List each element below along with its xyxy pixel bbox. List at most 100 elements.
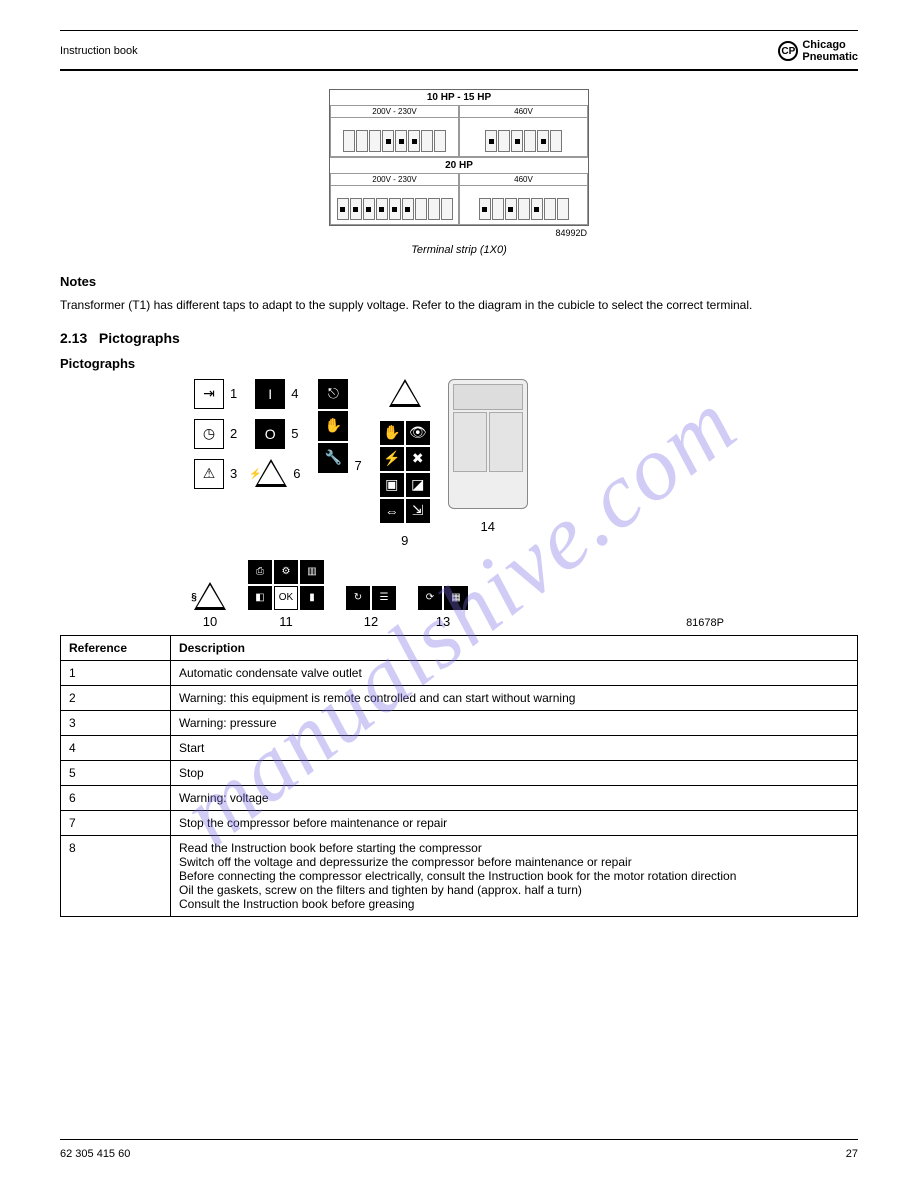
terminal-block	[531, 198, 543, 220]
heat-warning-icon: §	[194, 582, 226, 610]
g13-icon: ▦	[444, 586, 468, 610]
section-number: 2.13	[60, 330, 87, 346]
picto-7: ⎋ ✋ 🔧 7	[318, 379, 361, 473]
terminal-block	[505, 198, 517, 220]
cell-reference: 3	[61, 710, 171, 735]
grp9-icon: ⇔	[380, 499, 404, 523]
terminal-block	[524, 130, 536, 152]
picto-9-group: ✋ 👁 ⚡ ✖ ▣ ◪ ⇔ ⇲	[380, 421, 430, 523]
picto-label-12: 12	[364, 614, 378, 629]
strip-tr	[464, 130, 583, 152]
remote-icon: ◷	[194, 419, 224, 449]
grp9-row: ⇔ ⇲	[380, 499, 430, 523]
term-title-top: 10 HP - 15 HP	[330, 90, 588, 105]
cell-reference: 8	[61, 835, 171, 916]
grp9-row: ⚡ ✖	[380, 447, 430, 471]
description-table: Reference Description 1Automatic condens…	[60, 635, 858, 917]
terminal-block	[557, 198, 569, 220]
th-reference: Reference	[61, 635, 171, 660]
picto-4: I 4	[255, 379, 300, 409]
blocks-bl	[331, 186, 458, 224]
picto-label-13: 13	[436, 614, 450, 629]
g12-icon: ☰	[372, 586, 396, 610]
terminal-block	[518, 198, 530, 220]
terminal-box: 10 HP - 15 HP 200V - 230V 460V	[329, 89, 589, 226]
terminal-block	[415, 198, 427, 220]
terminal-block	[363, 198, 375, 220]
strip-br	[464, 198, 583, 220]
terminal-block	[544, 198, 556, 220]
g11-ok-icon: OK	[274, 586, 298, 610]
terminal-block	[421, 130, 433, 152]
picto-11: ⎙ ⚙ ▥ ◧ OK ▮ 11	[248, 560, 324, 629]
grp9-icon: ▣	[380, 473, 404, 497]
picto-label-4: 4	[291, 386, 298, 401]
picto-label-9: 9	[401, 533, 408, 548]
picto-col-d: ✋ 👁 ⚡ ✖ ▣ ◪ ⇔ ⇲ 9	[380, 379, 430, 548]
cell-description: Stop the compressor before maintenance o…	[171, 810, 858, 835]
picto-10: § 10	[194, 582, 226, 629]
terminal-block	[350, 198, 362, 220]
page: Instruction book CP Chicago Pneumatic 10…	[0, 0, 918, 1188]
section-title: Pictographs	[99, 330, 180, 346]
term-v-bl: 200V - 230V	[331, 174, 458, 186]
terminal-block	[389, 198, 401, 220]
strip-bl	[335, 198, 454, 220]
picto-col-a: ⇥ 1 ◷ 2 ⚠ 3	[194, 379, 237, 489]
maint-icon-a: ⎋	[318, 379, 348, 409]
terminal-caption: Terminal strip (1X0)	[60, 244, 858, 256]
grp9-icon: 👁	[406, 421, 430, 445]
term-cell-bottom-right: 460V	[459, 173, 588, 225]
picto-5: O 5	[255, 419, 300, 449]
terminal-block	[511, 130, 523, 152]
maintenance-icon: ⎋ ✋ 🔧	[318, 379, 348, 473]
section-heading: 2.13 Pictographs	[60, 330, 858, 346]
terminal-block	[337, 198, 349, 220]
g11-icon: ⚙	[274, 560, 298, 584]
terminal-block	[434, 130, 446, 152]
term-title-bottom: 20 HP	[330, 157, 588, 173]
tiny-labels	[335, 190, 454, 196]
terminal-block	[382, 130, 394, 152]
grid-13: ⟳ ▦	[418, 586, 468, 610]
outlet-icon: ⇥	[194, 379, 224, 409]
grid-11: ⎙ ⚙ ▥ ◧ OK ▮	[248, 560, 324, 610]
th-description: Description	[171, 635, 858, 660]
footer-code: 62 305 415 60	[60, 1148, 130, 1160]
grp9-row: ▣ ◪	[380, 473, 430, 497]
blocks-br	[460, 186, 587, 224]
picto-label-14: 14	[480, 519, 494, 534]
pictograph-figure: ⇥ 1 ◷ 2 ⚠ 3 I 4 O	[194, 379, 724, 629]
picto-subhead: Pictographs	[60, 356, 858, 371]
picto-label-10: 10	[203, 614, 217, 629]
maint-icon-b: ✋	[318, 411, 348, 441]
cell-reference: 6	[61, 785, 171, 810]
picto-col-c: ⎋ ✋ 🔧 7	[318, 379, 361, 473]
cell-description: Start	[171, 735, 858, 760]
g11-icon: ▥	[300, 560, 324, 584]
tiny-labels	[464, 190, 583, 196]
grp9-icon: ✖	[406, 447, 430, 471]
terminal-block	[441, 198, 453, 220]
terminal-block	[537, 130, 549, 152]
warning-top-icon	[389, 379, 421, 407]
notes-heading: Notes	[60, 274, 858, 289]
terminal-block	[343, 130, 355, 152]
picto-top: ⇥ 1 ◷ 2 ⚠ 3 I 4 O	[194, 379, 724, 548]
terminal-block	[395, 130, 407, 152]
table-header-row: Reference Description	[61, 635, 858, 660]
panel-display	[453, 384, 523, 410]
terminal-block	[428, 198, 440, 220]
cell-reference: 7	[61, 810, 171, 835]
terminal-block	[550, 130, 562, 152]
g13-icon: ⟳	[418, 586, 442, 610]
voltage-warning-icon: ⚡	[255, 459, 287, 489]
g12-icon: ↻	[346, 586, 370, 610]
blocks-tr	[460, 118, 587, 156]
picto-label-1: 1	[230, 386, 237, 401]
cell-description: Warning: pressure	[171, 710, 858, 735]
picto-2: ◷ 2	[194, 419, 237, 449]
picto-col-b: I 4 O 5 ⚡ 6	[255, 379, 300, 489]
picto-label-11: 11	[279, 614, 293, 629]
terminal-block	[376, 198, 388, 220]
